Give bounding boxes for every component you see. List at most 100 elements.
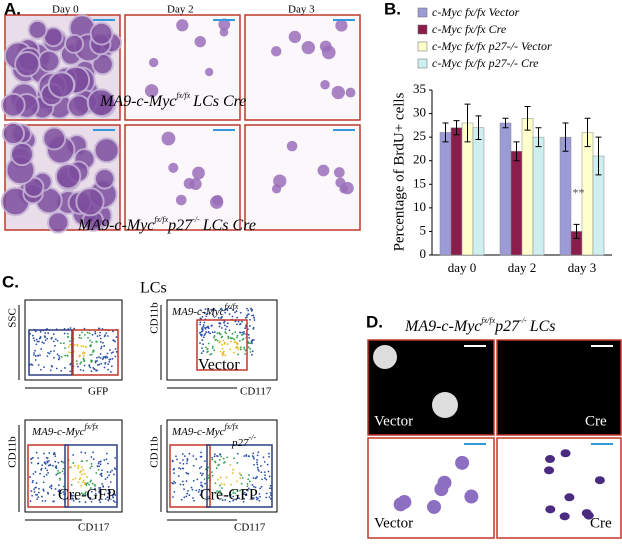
axis-arrow <box>18 425 82 521</box>
cell <box>176 19 189 32</box>
event <box>203 321 206 324</box>
event <box>98 490 101 493</box>
event <box>226 495 229 497</box>
event <box>229 494 232 496</box>
event <box>84 334 86 336</box>
event <box>70 483 73 486</box>
event <box>101 341 104 344</box>
event <box>253 319 256 321</box>
event <box>230 483 232 486</box>
event <box>200 466 203 468</box>
event <box>196 478 199 481</box>
event <box>91 341 93 344</box>
event <box>98 465 101 468</box>
event <box>77 467 80 469</box>
cell <box>144 84 159 98</box>
event <box>200 334 203 337</box>
event <box>54 488 57 490</box>
event <box>80 344 83 347</box>
event <box>236 452 239 455</box>
event <box>80 451 83 454</box>
event <box>105 452 108 455</box>
event <box>212 345 214 348</box>
event <box>74 343 76 346</box>
event <box>83 352 86 354</box>
event <box>252 485 255 488</box>
event <box>83 354 85 357</box>
event <box>113 501 116 503</box>
bar <box>472 127 485 256</box>
event <box>216 455 219 457</box>
event <box>239 348 242 351</box>
event <box>248 325 251 327</box>
event <box>248 342 250 344</box>
event <box>199 472 202 475</box>
event <box>100 362 103 365</box>
event <box>83 360 86 363</box>
event <box>202 472 204 475</box>
event <box>222 339 225 342</box>
event <box>105 458 108 461</box>
event <box>211 474 214 477</box>
event <box>258 492 261 495</box>
event <box>242 490 244 492</box>
legend-label: c-Myc fx/fx Vector <box>432 5 520 19</box>
event <box>33 339 36 342</box>
event <box>36 462 39 465</box>
text: -/- <box>249 433 257 442</box>
event <box>94 332 97 335</box>
event <box>219 453 222 456</box>
cell <box>192 166 205 180</box>
micrograph <box>244 14 361 121</box>
event <box>39 472 41 475</box>
event <box>177 475 180 477</box>
event <box>232 308 235 311</box>
event <box>88 332 91 335</box>
event <box>62 461 65 464</box>
cell <box>54 163 82 190</box>
event <box>257 451 260 454</box>
cell <box>559 512 570 521</box>
event <box>52 464 54 467</box>
event <box>104 334 107 337</box>
event <box>210 353 213 355</box>
event <box>106 335 109 337</box>
cell <box>175 194 187 206</box>
event <box>225 476 228 479</box>
cell <box>93 168 116 190</box>
event <box>247 333 250 336</box>
cell <box>331 85 345 100</box>
event <box>36 493 38 496</box>
y-tick-label: 35 <box>413 81 426 96</box>
event <box>176 458 178 461</box>
event <box>207 330 210 333</box>
event <box>237 348 240 351</box>
event <box>199 494 202 496</box>
event <box>186 472 189 475</box>
gate <box>64 444 118 508</box>
event <box>41 464 44 467</box>
event <box>114 355 117 358</box>
event <box>236 334 239 337</box>
event <box>56 353 59 356</box>
annotation: ** <box>573 185 585 199</box>
error-bar <box>502 117 509 129</box>
event <box>204 308 207 311</box>
legend-swatch <box>417 41 428 52</box>
event <box>107 486 110 488</box>
event <box>200 455 203 458</box>
event <box>89 339 92 342</box>
axis-arrow <box>160 305 237 389</box>
event <box>235 498 238 501</box>
event <box>192 464 195 467</box>
event <box>34 471 37 473</box>
event <box>254 477 257 480</box>
event <box>52 333 55 336</box>
event <box>236 346 239 349</box>
event <box>221 343 223 346</box>
event <box>243 455 246 457</box>
cell <box>427 499 442 514</box>
text: fx/fx <box>154 215 168 224</box>
event <box>66 336 69 339</box>
event <box>94 492 97 495</box>
